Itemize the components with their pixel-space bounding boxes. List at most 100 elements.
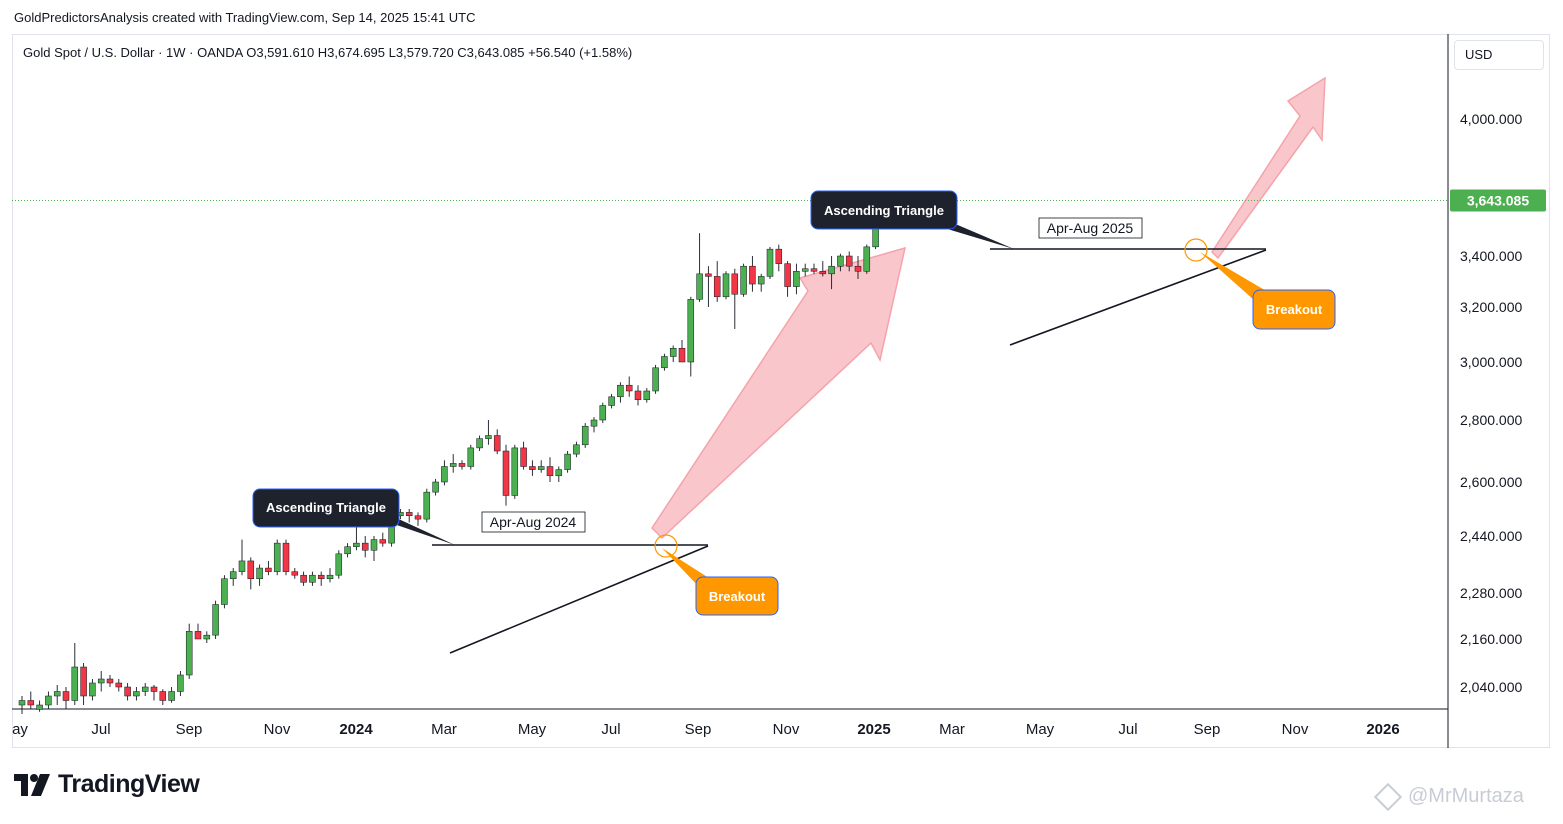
chart-frame [12,34,1550,748]
candle-body [634,390,642,400]
candle-body [669,348,677,357]
x-tick-label: Mar [431,721,457,738]
candle-body [203,634,211,640]
candle-body [124,686,131,697]
candle-body [238,560,246,572]
candle-body [344,546,351,555]
tradingview-brand[interactable]: TradingView [14,770,200,799]
candle-body [678,348,686,363]
breakout-marker-2024 [654,534,678,558]
x-tick-label: Sep [1194,721,1221,738]
candle-body [133,691,140,697]
y-tick-label: 2,440.000 [1460,528,1522,544]
x-tick-label: 2024 [339,721,373,738]
candle-body [150,686,158,692]
x-tick-label: Jul [91,721,110,738]
candle-body [449,463,457,467]
x-tick-label: Sep [685,721,712,738]
support-line-2024 [449,545,709,654]
candle-body [194,631,202,640]
candle-body [291,571,299,576]
x-tick-label: 2026 [1366,721,1399,738]
breakout-label-1: Breakout [709,589,766,604]
currency-button[interactable]: USD [1454,40,1544,70]
candle-body [432,481,439,493]
candle-body [45,695,52,706]
range-label-box-2024[interactable]: Apr-Aug 2024 [481,511,586,533]
candle-body [229,571,237,579]
candle-body [520,447,527,467]
candle-body [326,574,334,579]
candle-body [757,276,765,285]
symbol-info[interactable]: Gold Spot / U.S. Dollar · 1W · OANDA O3,… [23,45,633,60]
y-tick-label: 3,200.000 [1460,299,1522,315]
candles-group [18,193,888,714]
callout-ascending-triangle-2024[interactable]: Ascending Triangle [252,488,455,545]
range-label-box-2025[interactable]: Apr-Aug 2025 [1038,217,1143,239]
candle-body [608,396,615,406]
x-tick-label: Jul [601,721,620,738]
candle-body [837,255,844,267]
candle-body [581,425,589,446]
candle-body [414,515,422,520]
candle-body [467,447,475,467]
candle-body [555,469,563,477]
candle-body [810,268,818,272]
time-axis[interactable]: ay Jul Sep Nov 2024 Mar May Jul Sep Nov 2025 Mar May… [12,721,1400,738]
callout-ascending-triangle-2025[interactable]: Ascending Triangle [810,190,1014,249]
candle-body [97,678,105,684]
candle-body [617,384,624,398]
candle-body [740,265,747,295]
y-tick-label: 2,160.000 [1460,631,1522,647]
candle-body [309,574,316,583]
candle-body [441,466,448,483]
candle-body [687,299,695,363]
y-tick-label: 2,600.000 [1460,474,1522,490]
last-price-tag: 3,643.085 [1450,189,1546,212]
candle-body [731,273,739,295]
y-tick-label: 3,000.000 [1460,354,1522,370]
brand-name: TradingView [58,770,200,798]
callout-breakout-2025[interactable]: Breakout [1200,252,1336,330]
watermark-text: @MrMurtaza [1408,785,1524,807]
candle-body [141,686,149,692]
candle-body [106,678,114,684]
candle-body [801,268,809,272]
support-line-2025 [1009,249,1267,346]
candle-body [168,691,175,701]
breakout-marker-2025 [1184,238,1208,262]
x-tick-label: Jul [1118,721,1137,738]
projection-arrow-2024 [651,246,907,540]
candle-body [423,491,431,520]
candle-body [177,674,184,692]
x-tick-label: May [1026,721,1055,738]
candle-body [317,574,325,579]
tradingview-logo-icon [14,773,50,796]
candle-body [493,435,501,452]
callout-label-2: Ascending Triangle [824,203,944,218]
x-tick-label: Nov [264,721,291,738]
y-tick-label: 2,040.000 [1460,679,1522,695]
chart-caption: GoldPredictorsAnalysis created with Trad… [14,10,476,25]
watermark-diamond-icon [1373,782,1403,811]
candle-body [159,691,167,701]
candle-body [335,553,343,576]
candle-body [625,384,633,392]
x-tick-label: ay [12,721,28,738]
last-price-label: 3,643.085 [1467,192,1529,208]
axis-lines [12,34,1449,748]
candle-body [27,700,35,706]
candle-body [71,666,79,701]
candle-body [405,512,413,516]
y-tick-label: 4,000.000 [1460,111,1522,127]
candle-body [353,542,360,547]
callout-breakout-2024[interactable]: Breakout [662,548,779,616]
x-tick-label: Mar [939,721,965,738]
candle-body [713,276,721,298]
candle-body [784,263,791,287]
price-axis[interactable]: 4,000.000 3,400.000 3,200.000 3,000.000 2,80… [1460,111,1522,695]
candle-body [590,419,598,427]
candle-body [564,453,571,470]
candle-body [652,367,659,392]
